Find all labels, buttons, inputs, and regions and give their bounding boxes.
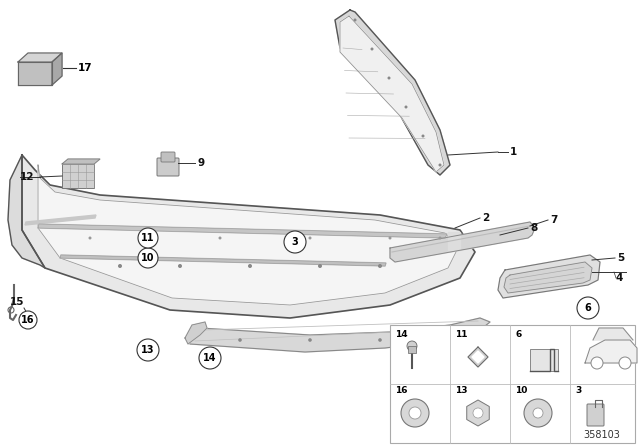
Bar: [62, 164, 94, 188]
Text: 10: 10: [141, 253, 155, 263]
Circle shape: [371, 47, 374, 51]
Circle shape: [378, 338, 382, 342]
Circle shape: [118, 264, 122, 268]
Circle shape: [88, 237, 92, 240]
Circle shape: [19, 311, 37, 329]
Text: 16: 16: [395, 386, 408, 395]
Text: 6: 6: [584, 303, 591, 313]
Text: 8: 8: [530, 223, 537, 233]
Text: 6: 6: [515, 330, 521, 339]
Circle shape: [591, 357, 603, 369]
Polygon shape: [593, 328, 633, 340]
Polygon shape: [8, 155, 45, 268]
Polygon shape: [18, 53, 62, 62]
Text: 3: 3: [575, 386, 581, 395]
Text: 358103: 358103: [583, 430, 620, 440]
Text: 12: 12: [20, 172, 35, 182]
Polygon shape: [62, 159, 100, 164]
Circle shape: [248, 264, 252, 268]
Bar: [390, 325, 635, 443]
Text: 11: 11: [455, 330, 467, 339]
Text: 9: 9: [197, 158, 204, 168]
Circle shape: [388, 237, 392, 240]
Polygon shape: [38, 224, 447, 238]
Circle shape: [137, 339, 159, 361]
Polygon shape: [185, 322, 207, 344]
Text: 14: 14: [204, 353, 217, 363]
Polygon shape: [185, 318, 490, 352]
Circle shape: [473, 408, 483, 418]
Polygon shape: [60, 255, 386, 266]
Circle shape: [577, 297, 599, 319]
Circle shape: [404, 105, 408, 108]
Circle shape: [178, 264, 182, 268]
FancyBboxPatch shape: [587, 404, 604, 426]
Circle shape: [318, 264, 322, 268]
Text: 7: 7: [550, 215, 557, 225]
Polygon shape: [335, 10, 450, 175]
Circle shape: [438, 338, 442, 342]
Circle shape: [387, 77, 390, 79]
Text: 15: 15: [10, 297, 24, 307]
Polygon shape: [25, 215, 96, 225]
Polygon shape: [38, 165, 458, 305]
Text: 3: 3: [292, 237, 298, 247]
Circle shape: [138, 228, 158, 248]
Circle shape: [533, 408, 543, 418]
Circle shape: [407, 341, 417, 351]
Bar: [530, 349, 558, 371]
Polygon shape: [585, 340, 637, 363]
Polygon shape: [22, 155, 475, 318]
Circle shape: [308, 237, 312, 240]
Polygon shape: [52, 53, 62, 85]
Polygon shape: [468, 347, 488, 367]
Polygon shape: [448, 232, 460, 250]
Circle shape: [353, 18, 356, 22]
Circle shape: [524, 399, 552, 427]
Circle shape: [218, 237, 221, 240]
Polygon shape: [498, 255, 600, 298]
Circle shape: [238, 338, 242, 342]
Circle shape: [401, 399, 429, 427]
FancyBboxPatch shape: [161, 152, 175, 162]
Text: 13: 13: [141, 345, 155, 355]
Bar: [408, 346, 416, 353]
Text: 5: 5: [617, 253, 624, 263]
Polygon shape: [390, 222, 535, 262]
Circle shape: [199, 347, 221, 369]
Polygon shape: [472, 351, 484, 363]
Circle shape: [438, 164, 442, 167]
Text: 17: 17: [78, 63, 93, 73]
Circle shape: [409, 407, 421, 419]
Circle shape: [284, 231, 306, 253]
Polygon shape: [340, 16, 444, 172]
Text: 1: 1: [510, 147, 517, 157]
Text: 2: 2: [482, 213, 489, 223]
Polygon shape: [18, 62, 52, 85]
Text: 4: 4: [616, 273, 623, 283]
Circle shape: [619, 357, 631, 369]
Circle shape: [422, 134, 424, 138]
Text: 16: 16: [21, 315, 35, 325]
Text: 13: 13: [455, 386, 467, 395]
Text: 14: 14: [395, 330, 408, 339]
Circle shape: [378, 264, 382, 268]
Circle shape: [138, 248, 158, 268]
Circle shape: [148, 237, 152, 240]
FancyBboxPatch shape: [157, 158, 179, 176]
Text: 11: 11: [141, 233, 155, 243]
Circle shape: [308, 338, 312, 342]
Text: 10: 10: [515, 386, 527, 395]
Polygon shape: [504, 262, 592, 293]
Circle shape: [438, 237, 442, 240]
